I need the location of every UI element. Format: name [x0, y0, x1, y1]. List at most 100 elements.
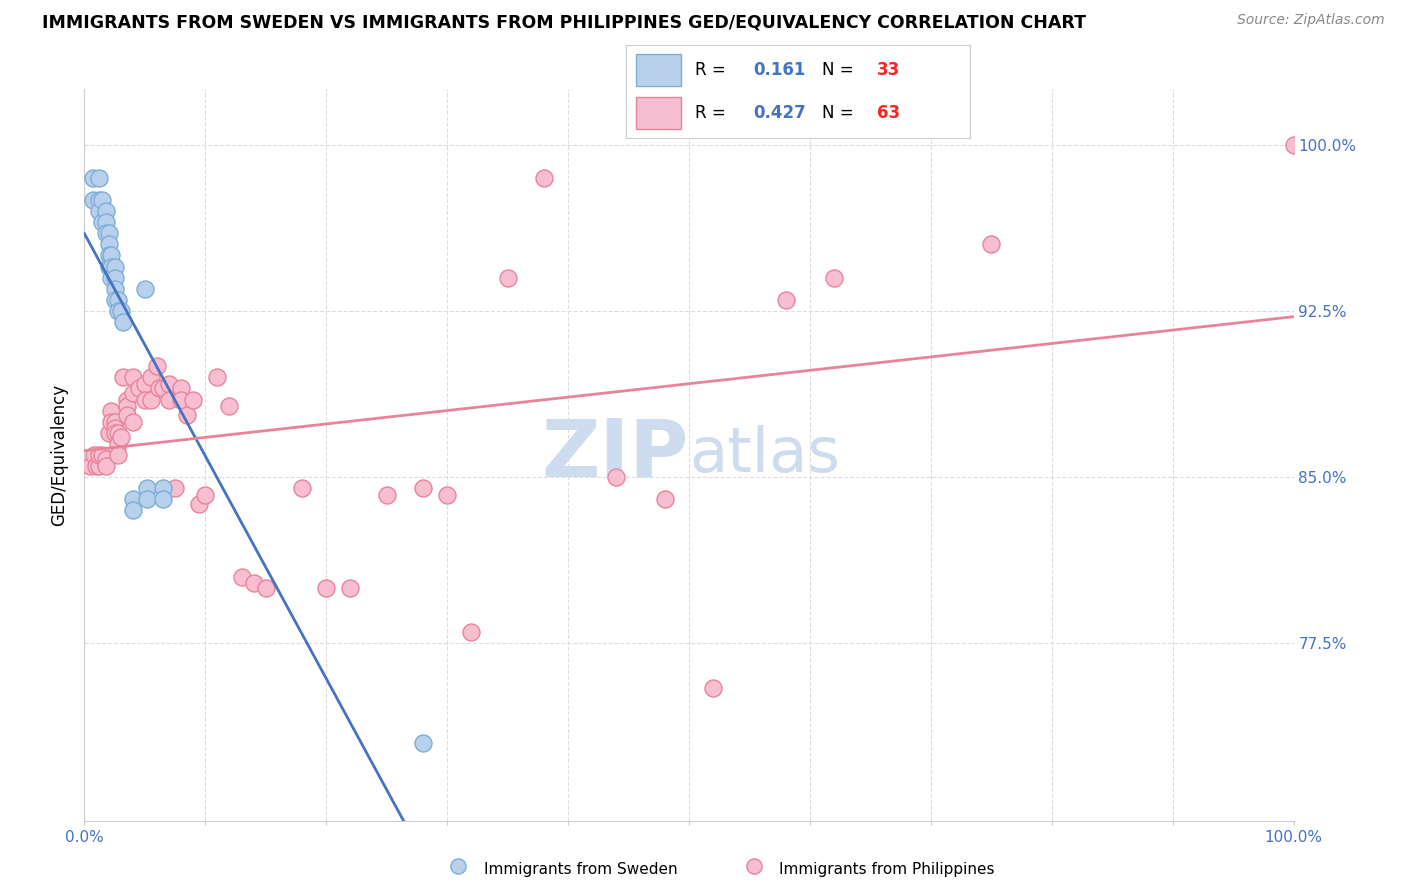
Point — [104, 282, 127, 296]
Point — [134, 282, 156, 296]
Point — [315, 581, 337, 595]
Point — [112, 315, 135, 329]
Point — [152, 481, 174, 495]
Point — [97, 425, 120, 440]
Point — [79, 458, 101, 473]
Point — [104, 270, 127, 285]
Point — [412, 736, 434, 750]
Point — [94, 452, 117, 467]
Point — [107, 448, 129, 462]
Bar — [636, 54, 681, 86]
Point — [188, 497, 211, 511]
Point — [97, 227, 120, 241]
Point — [291, 481, 314, 495]
Point — [115, 392, 138, 407]
Text: 33: 33 — [877, 61, 900, 78]
Point — [94, 227, 117, 241]
Point — [152, 381, 174, 395]
Point — [104, 260, 127, 274]
Point — [107, 303, 129, 318]
Point — [134, 392, 156, 407]
Point — [91, 448, 114, 462]
Point — [94, 458, 117, 473]
Point — [136, 481, 159, 495]
Text: N =: N = — [823, 104, 859, 122]
Point — [136, 492, 159, 507]
Point — [100, 403, 122, 417]
Point — [742, 859, 765, 873]
Text: 0.427: 0.427 — [754, 104, 806, 122]
Text: 63: 63 — [877, 104, 900, 122]
Text: R =: R = — [695, 61, 731, 78]
Point — [107, 425, 129, 440]
Point — [87, 448, 110, 462]
Point — [97, 237, 120, 252]
Text: N =: N = — [823, 61, 859, 78]
Point — [83, 448, 105, 462]
Point — [436, 488, 458, 502]
Point — [139, 370, 162, 384]
Point — [157, 392, 180, 407]
Point — [115, 408, 138, 422]
Point — [134, 376, 156, 391]
Point — [139, 392, 162, 407]
Point — [254, 581, 277, 595]
Point — [702, 681, 724, 695]
Point — [104, 293, 127, 307]
Text: atlas: atlas — [689, 425, 839, 485]
Point — [157, 376, 180, 391]
Point — [148, 381, 170, 395]
Point — [107, 437, 129, 451]
Bar — [636, 97, 681, 129]
Point — [207, 370, 229, 384]
Point — [97, 260, 120, 274]
Point — [412, 481, 434, 495]
Point — [194, 488, 217, 502]
Point — [170, 381, 193, 395]
Point — [104, 421, 127, 435]
Point — [1282, 137, 1305, 152]
Point — [82, 170, 104, 185]
Point — [110, 430, 132, 444]
Point — [97, 248, 120, 262]
Point — [121, 385, 143, 400]
Point — [87, 193, 110, 207]
Point — [104, 425, 127, 440]
Point — [605, 470, 627, 484]
Point — [128, 381, 150, 395]
Point — [242, 576, 264, 591]
Point — [170, 392, 193, 407]
Point — [115, 399, 138, 413]
Text: Immigrants from Sweden: Immigrants from Sweden — [484, 863, 678, 877]
Point — [87, 458, 110, 473]
Point — [181, 392, 204, 407]
Point — [121, 503, 143, 517]
Point — [110, 303, 132, 318]
Text: IMMIGRANTS FROM SWEDEN VS IMMIGRANTS FROM PHILIPPINES GED/EQUIVALENCY CORRELATIO: IMMIGRANTS FROM SWEDEN VS IMMIGRANTS FRO… — [42, 13, 1087, 31]
Point — [87, 204, 110, 219]
Point — [496, 270, 519, 285]
Point — [176, 408, 198, 422]
Point — [107, 293, 129, 307]
Point — [112, 370, 135, 384]
Point — [447, 859, 470, 873]
Text: ZIP: ZIP — [541, 416, 689, 494]
Point — [218, 399, 240, 413]
Point — [91, 215, 114, 229]
Point — [654, 492, 676, 507]
Point — [146, 359, 169, 374]
Text: R =: R = — [695, 104, 731, 122]
Point — [231, 570, 253, 584]
Text: Source: ZipAtlas.com: Source: ZipAtlas.com — [1237, 13, 1385, 28]
Point — [375, 488, 398, 502]
Point — [152, 492, 174, 507]
Point — [91, 193, 114, 207]
Point — [100, 270, 122, 285]
Point — [121, 492, 143, 507]
Point — [980, 237, 1002, 252]
Point — [94, 215, 117, 229]
Y-axis label: GED/Equivalency: GED/Equivalency — [51, 384, 69, 526]
Point — [104, 415, 127, 429]
Point — [86, 458, 108, 473]
Point — [775, 293, 797, 307]
